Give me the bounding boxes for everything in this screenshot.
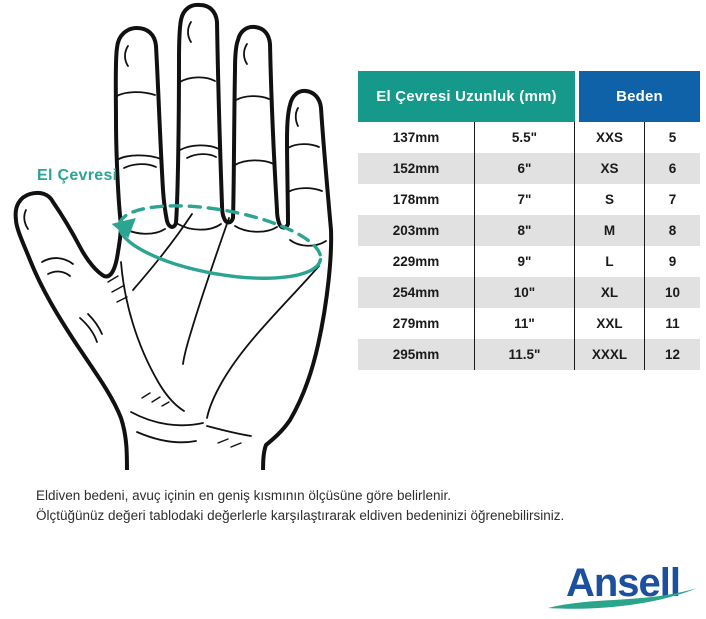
cell-mm: 203mm (358, 215, 475, 246)
cell-number: 8 (668, 223, 677, 238)
footer-line-1: Eldiven bedeni, avuç içinin en geniş kıs… (36, 488, 451, 503)
cell-number: 9 (668, 254, 677, 269)
cell-mm: 152mm (358, 153, 475, 184)
header-measure: El Çevresi Uzunluk (mm) (358, 71, 575, 122)
size-table-body: 137mm 5.5" XXS 5 152mm 6" XS 6 178mm 7" … (358, 122, 700, 370)
ansell-logo-swoosh (548, 588, 697, 609)
footer-text: Eldiven bedeni, avuç içinin en geniş kıs… (36, 486, 686, 525)
cell-inches: 8" (475, 215, 575, 246)
palm-circumference-ellipse (111, 204, 323, 280)
cell-size: S (575, 184, 645, 215)
cell-number: 10 (664, 285, 681, 300)
table-row: 295mm 11.5" XXXL 12 (358, 339, 700, 370)
table-row: 279mm 11" XXL 11 (358, 308, 700, 339)
table-row: 254mm 10" XL 10 (358, 277, 700, 308)
header-size: Beden (579, 71, 700, 122)
cell-size: M (575, 215, 645, 246)
cell-size: XS (575, 153, 645, 184)
cell-number: 5 (668, 130, 677, 145)
ellipse-arrowhead (111, 218, 136, 239)
footer-line-2: Ölçtüğünüz değeri tablodaki değerlerle k… (36, 507, 565, 523)
cell-size: XXXL (575, 339, 645, 370)
table-row: 152mm 6" XS 6 (358, 153, 700, 184)
cell-mm: 137mm (358, 122, 475, 153)
cell-inches: 9" (475, 246, 575, 277)
cell-inches: 7" (475, 184, 575, 215)
cell-size: L (575, 246, 645, 277)
cell-inches: 10" (475, 277, 575, 308)
size-table: El Çevresi Uzunluk (mm) Beden 137mm 5.5"… (358, 71, 700, 370)
size-table-header: El Çevresi Uzunluk (mm) Beden (358, 71, 700, 122)
cell-number: 12 (664, 347, 681, 362)
cell-mm: 178mm (358, 184, 475, 215)
hand-illustration (13, 2, 334, 470)
cell-inches: 6" (475, 153, 575, 184)
cell-number: 7 (668, 192, 677, 207)
cell-size: XXL (575, 308, 645, 339)
cell-inches: 11" (475, 308, 575, 339)
cell-size: XXS (575, 122, 645, 153)
cell-mm: 229mm (358, 246, 475, 277)
ansell-logo: Ansell (548, 561, 697, 609)
table-row: 137mm 5.5" XXS 5 (358, 122, 700, 153)
table-row: 229mm 9" L 9 (358, 246, 700, 277)
hand-outline (13, 2, 334, 470)
table-row: 203mm 8" M 8 (358, 215, 700, 246)
table-row: 178mm 7" S 7 (358, 184, 700, 215)
cell-number: 6 (668, 161, 677, 176)
cell-inches: 11.5" (475, 339, 575, 370)
cell-mm: 254mm (358, 277, 475, 308)
cell-size: XL (575, 277, 645, 308)
cell-inches: 5.5" (475, 122, 575, 153)
cell-number: 11 (665, 316, 680, 331)
cell-mm: 279mm (358, 308, 475, 339)
cell-mm: 295mm (358, 339, 475, 370)
hand-crease-lines (23, 21, 327, 448)
palm-circumference-label: El Çevresi (37, 167, 118, 184)
